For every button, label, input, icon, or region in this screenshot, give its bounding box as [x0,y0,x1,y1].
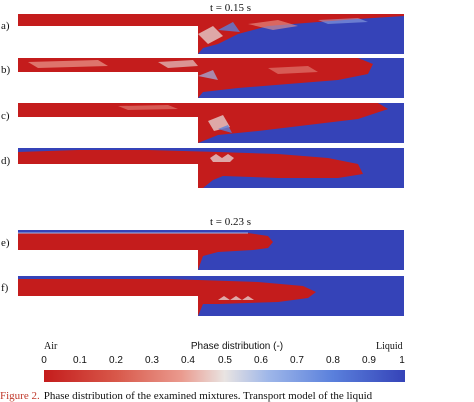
phase-panel-a [18,14,404,54]
panel-label-d: d) [1,155,11,167]
figure-number: Figure 2. [0,390,40,402]
colorbar-tick: 0.8 [326,355,340,366]
colorbar-tick: 0.5 [218,355,232,366]
phase-panel-f [18,276,404,316]
colorbar-right-label: Liquid [376,341,403,352]
colorbar-tick: 0.4 [181,355,195,366]
colorbar-title: Phase distribution (-) [190,341,284,352]
figure-caption: Figure 2. Phase distribution of the exami… [0,390,474,402]
colorbar-tick: 1 [399,355,405,366]
panel-label-e: e) [1,237,10,249]
colorbar-tick: 0 [41,355,47,366]
panel-label-b: b) [1,64,11,76]
phase-panel-d [18,148,404,188]
panel-label-a: a) [1,20,10,32]
colorbar-tick: 0.9 [362,355,376,366]
panel-label-c: c) [1,110,10,122]
panel-label-f: f) [1,282,9,294]
phase-panel-e [18,230,404,270]
phase-panel-c [18,103,404,143]
caption-text: Phase distribution of the examined mixtu… [43,390,373,402]
time-label-late: t = 0.23 s [210,216,252,228]
colorbar-tick: 0.1 [73,355,87,366]
time-label-early: t = 0.15 s [210,2,252,14]
colorbar-tick: 0.3 [145,355,159,366]
phase-panel-b [18,58,404,98]
colorbar-left-label: Air [44,341,58,352]
colorbar-tick: 0.7 [290,355,304,366]
colorbar-tick: 0.6 [254,355,268,366]
colorbar-tick: 0.2 [109,355,123,366]
colorbar-ticks: 0 0.1 0.2 0.3 0.4 0.5 0.6 0.7 0.8 0.9 1 [0,355,474,369]
colorbar-gradient [44,370,405,382]
